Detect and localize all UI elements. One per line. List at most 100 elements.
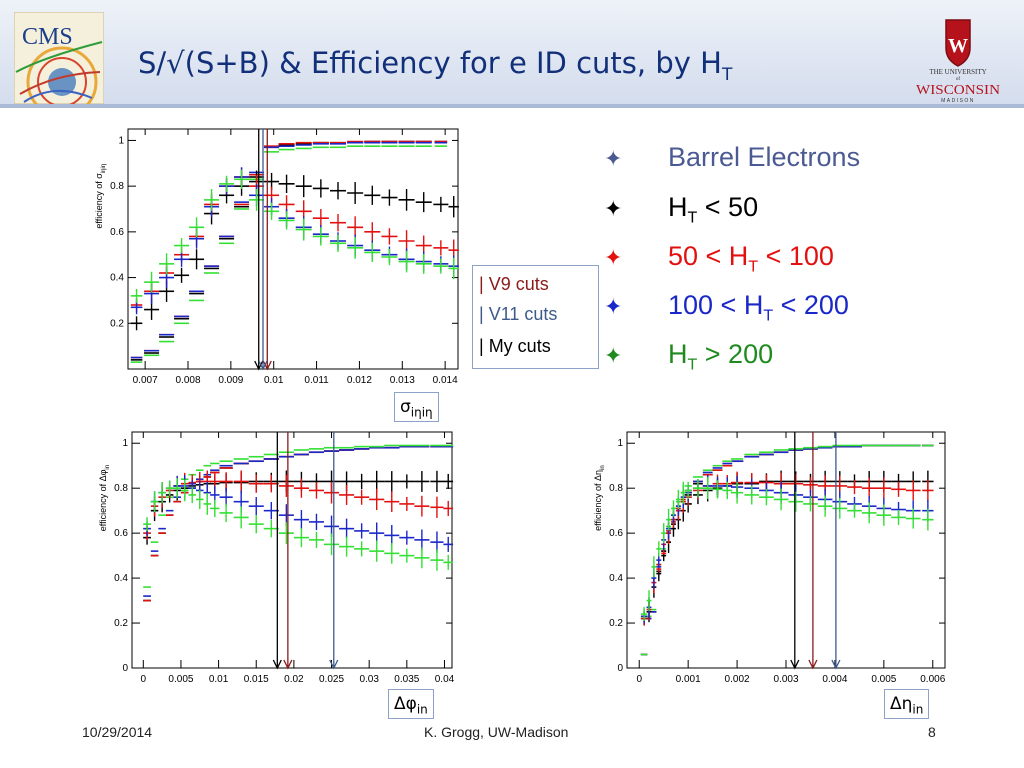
bullet-text-sub: T xyxy=(763,307,774,325)
data-series xyxy=(143,444,454,588)
bullet-text: HT > 200 xyxy=(668,339,773,374)
x-tick-label: 0.02 xyxy=(284,674,304,685)
data-series xyxy=(640,477,934,622)
footer-page-number: 8 xyxy=(928,724,936,740)
chart-sigma-ietaieta: 0.007 0.008 0.009 0.01 0.011 0.012 0.013 0.014 0… xyxy=(90,121,465,399)
cut-arrow-icon xyxy=(329,659,339,670)
y-tick-label: 0 xyxy=(122,663,128,674)
bullet-text-main: 100 < H xyxy=(668,290,764,320)
bullet-text-main: Barrel Electrons xyxy=(668,142,861,172)
x-tick-label: 0 xyxy=(636,674,642,685)
y-axis-label: efficiency of σiηiη xyxy=(94,164,107,229)
bullet-ht-gt-200: ✦ HT > 200 xyxy=(604,339,1004,373)
y-tick-label: 0.8 xyxy=(114,483,128,494)
y-tick-label: 0.6 xyxy=(609,528,623,539)
y-tick-label: 0.8 xyxy=(609,483,623,494)
x-tick-label: 0.015 xyxy=(244,674,269,685)
bullet-text-sub: T xyxy=(748,258,759,276)
y-tick-label: 0.2 xyxy=(609,618,623,629)
x-tick-label: 0.004 xyxy=(822,674,847,685)
title-bar-divider xyxy=(0,104,1024,108)
x-tick-label: 0.002 xyxy=(725,674,750,685)
y-axis-label-main: efficiency of Δφ xyxy=(98,469,108,531)
footer-author: K. Grogg, UW-Madison xyxy=(424,724,569,740)
x-tick-label: 0.04 xyxy=(435,674,455,685)
x-tick-label: 0.005 xyxy=(871,674,896,685)
bullet-text-post: < 100 xyxy=(758,241,834,271)
cut-version-legend: | V9 cuts | V11 cuts | My cuts xyxy=(472,265,599,369)
x-tick-label: 0.011 xyxy=(304,375,329,386)
x-tick-label: 0.012 xyxy=(347,375,372,386)
uw-bottom-text: MADISON xyxy=(941,98,975,104)
cut-arrow-icon xyxy=(283,659,293,670)
y-tick-label: 0.2 xyxy=(114,618,128,629)
x-tick-label: 0.035 xyxy=(394,674,419,685)
sigma-ietaieta-label: σiηiη xyxy=(394,392,439,422)
y-tick-label: 1 xyxy=(617,438,623,449)
delta-eta-label: Δηin xyxy=(884,689,930,719)
cut-arrow-icon xyxy=(272,659,282,670)
title-main: S/√(S+B) & Efficiency for e ID cuts, by … xyxy=(138,46,722,80)
x-tick-label: 0.01 xyxy=(264,375,284,386)
uw-top-text: THE UNIVERSITY xyxy=(929,68,986,76)
chart-delta-phi-in: 0 0.005 0.01 0.015 0.02 0.025 0.03 0.035 0.04 0 0.… xyxy=(90,426,465,694)
plot-frame xyxy=(127,128,459,370)
bullet-ht-100-200: ✦ 100 < HT < 200 xyxy=(604,290,1004,324)
bullet-text: Barrel Electrons xyxy=(668,142,860,173)
bullet-text-sub: T xyxy=(687,209,698,227)
x-tick-label: 0.003 xyxy=(773,674,798,685)
y-tick-label: 0.6 xyxy=(110,227,124,238)
cms-logo: CMS xyxy=(13,11,105,118)
cut-arrow-icon xyxy=(262,360,272,371)
x-tick-label: 0.006 xyxy=(920,674,945,685)
x-tick-label: 0.005 xyxy=(168,674,193,685)
title-bar xyxy=(0,0,1024,108)
x-tick-label: 0.014 xyxy=(433,375,458,386)
x-tick-label: 0.007 xyxy=(133,375,158,386)
y-tick-label: 0.4 xyxy=(110,273,124,284)
y-tick-label: 0.4 xyxy=(114,573,128,584)
bullet-ht-lt-50: ✦ HT < 50 xyxy=(604,192,1004,226)
delta-phi-label: Δφin xyxy=(388,689,434,719)
plot-frame xyxy=(626,431,946,669)
bullet-text-post: > 200 xyxy=(697,339,774,369)
y-tick-label: 1 xyxy=(118,135,124,146)
page-title: S/√(S+B) & Efficiency for e ID cuts, by … xyxy=(138,46,732,85)
x-tick-label: 0.013 xyxy=(390,375,415,386)
cut-arrow-icon xyxy=(258,360,268,371)
legend-v11-label: V11 cuts xyxy=(483,304,558,324)
x-tick-label: 0.03 xyxy=(359,674,379,685)
legend-v9-bar: | xyxy=(479,274,484,294)
uw-of-text: of xyxy=(956,77,961,82)
y-tick-label: 0 xyxy=(617,663,623,674)
legend-item-v11: | V11 cuts xyxy=(479,304,557,325)
data-series xyxy=(130,169,459,303)
y-tick-label: 0.2 xyxy=(110,318,124,329)
sigma-sub: iηiη xyxy=(410,405,433,420)
y-axis-label-main: efficiency of σ xyxy=(94,173,104,229)
bullet-text: 100 < HT < 200 xyxy=(668,290,849,325)
bullet-text: HT < 50 xyxy=(668,192,758,227)
bullet-text-main: H xyxy=(668,339,688,369)
cut-arrow-icon xyxy=(808,659,818,670)
bullet-text-sub: T xyxy=(687,356,698,374)
plot-frame xyxy=(131,431,453,669)
bullet-star-icon: ✦ xyxy=(604,245,623,270)
bullet-star-icon: ✦ xyxy=(604,343,623,368)
sigma-main: σ xyxy=(400,397,411,417)
legend-my-label: My cuts xyxy=(483,336,551,356)
title-subscript: T xyxy=(721,64,733,85)
bullet-star-icon: ✦ xyxy=(604,196,623,221)
bullet-barrel-electrons: ✦ Barrel Electrons xyxy=(604,142,1004,173)
bullet-ht-50-100: ✦ 50 < HT < 100 xyxy=(604,241,1004,276)
x-tick-label: 0 xyxy=(141,674,147,685)
chart-delta-eta-in: 0 0.001 0.002 0.003 0.004 0.005 0.006 0 0.2 0.4 0.… xyxy=(585,426,960,694)
y-axis-label-sub: iηiη xyxy=(101,164,107,173)
deta-sub: in xyxy=(912,702,924,717)
bullet-star-icon: ✦ xyxy=(604,146,623,171)
data-series xyxy=(143,478,454,571)
legend-item-v9: | V9 cuts xyxy=(479,274,549,295)
data-series xyxy=(640,444,934,656)
legend-v11-bar: | xyxy=(479,304,484,324)
uw-name-text: WISCONSIN xyxy=(916,83,1000,98)
